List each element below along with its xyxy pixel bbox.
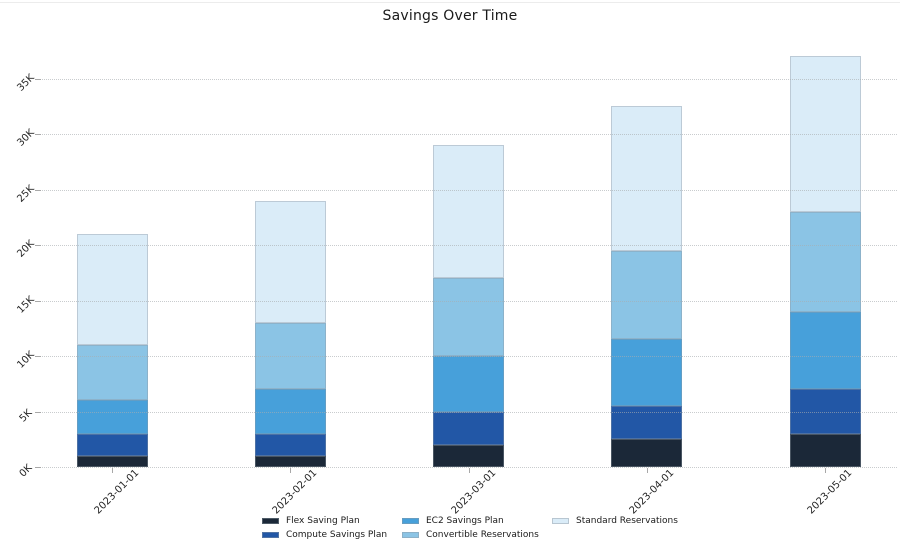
y-tick-mark bbox=[35, 78, 41, 80]
legend-swatch bbox=[402, 518, 419, 524]
gridline bbox=[42, 134, 897, 135]
y-tick-mark bbox=[35, 245, 41, 246]
bar-segment bbox=[254, 455, 326, 467]
bar-segment bbox=[611, 106, 683, 251]
legend-item: Flex Saving Plan bbox=[262, 515, 360, 527]
bar-segment bbox=[76, 433, 148, 456]
bar-segment bbox=[76, 400, 148, 434]
legend-item: EC2 Savings Plan bbox=[402, 515, 504, 527]
bar-segment bbox=[611, 250, 683, 340]
gridline bbox=[42, 356, 897, 357]
legend-item: Standard Reservations bbox=[552, 515, 678, 527]
legend-label: EC2 Savings Plan bbox=[426, 516, 504, 526]
legend-item: Compute Savings Plan bbox=[262, 529, 387, 541]
gridline bbox=[42, 189, 897, 191]
x-tick-mark bbox=[112, 468, 113, 473]
y-tick-mark bbox=[35, 356, 41, 357]
bar-segment bbox=[611, 439, 683, 467]
legend-label: Standard Reservations bbox=[576, 516, 678, 526]
gridline bbox=[42, 411, 897, 413]
legend-item: Convertible Reservations bbox=[402, 529, 539, 541]
y-tick-mark bbox=[35, 134, 41, 135]
bar-segment bbox=[433, 411, 504, 445]
chart-title: Savings Over Time bbox=[382, 8, 518, 24]
bar-segment bbox=[254, 200, 326, 323]
bar-segment bbox=[76, 455, 148, 467]
bar-segment bbox=[433, 278, 504, 356]
x-tick-mark bbox=[646, 468, 648, 473]
bar-segment bbox=[789, 433, 861, 467]
gridline bbox=[42, 78, 897, 80]
legend-swatch bbox=[262, 532, 279, 538]
bar-segment bbox=[611, 339, 683, 406]
bar-segment bbox=[789, 389, 861, 434]
legend-label: Flex Saving Plan bbox=[286, 516, 360, 526]
bar-segment bbox=[254, 322, 326, 390]
bar-segment bbox=[433, 145, 504, 279]
legend-swatch bbox=[402, 532, 419, 538]
legend-label: Convertible Reservations bbox=[426, 530, 539, 540]
bar-segment bbox=[76, 344, 148, 401]
bar-segment bbox=[789, 211, 861, 312]
x-tick-mark bbox=[468, 468, 470, 473]
bar-segment bbox=[611, 405, 683, 440]
legend-label: Compute Savings Plan bbox=[286, 530, 388, 540]
bar-segment bbox=[254, 433, 326, 456]
x-tick-mark bbox=[290, 468, 292, 473]
bar-segment bbox=[789, 56, 861, 212]
gridline bbox=[42, 245, 897, 246]
bar-segment bbox=[433, 444, 504, 467]
y-tick-mark bbox=[35, 411, 41, 413]
legend-swatch bbox=[552, 518, 569, 524]
y-tick-mark bbox=[35, 467, 41, 468]
y-tick-mark bbox=[35, 189, 41, 191]
figure-top-border bbox=[0, 2, 900, 3]
x-tick-mark bbox=[825, 468, 826, 473]
bar-segment bbox=[76, 233, 148, 345]
gridline bbox=[42, 467, 897, 468]
bar-segment bbox=[789, 311, 861, 390]
gridline bbox=[42, 300, 897, 302]
y-tick-mark bbox=[35, 300, 41, 302]
legend-swatch bbox=[262, 518, 279, 524]
bar-segment bbox=[254, 389, 326, 434]
